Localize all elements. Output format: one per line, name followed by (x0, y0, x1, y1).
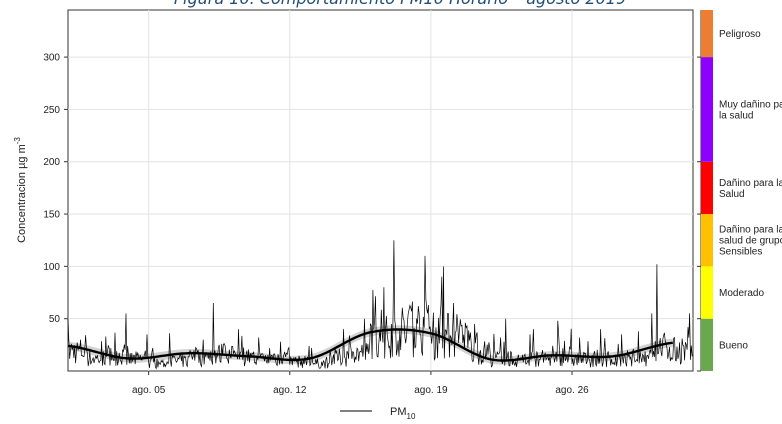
aqi-band-label-line: Sensibles (719, 247, 762, 258)
grid-lines (68, 10, 693, 371)
aqi-band-swatch (701, 57, 713, 162)
aqi-band-swatch (701, 266, 713, 319)
y-axis: 50 100 150 200 250 300 (43, 53, 68, 325)
aqi-band-label-line: salud de grupos (719, 236, 782, 247)
aqi-band-label-line: Muy dañino para (719, 99, 782, 110)
aqi-band-label: Bueno (719, 340, 748, 351)
chart-title: Figura 10. Comportamiento PM10 Horario –… (120, 0, 680, 8)
aqi-band-label-line: Salud (719, 189, 745, 200)
y-tick-label: 300 (43, 53, 60, 64)
x-tick-label: ago. 26 (555, 385, 589, 396)
aqi-band-label-line: Bueno (719, 340, 748, 351)
aqi-band-swatch (701, 10, 713, 58)
x-axis: ago. 05 ago. 12 ago. 19 ago. 26 (132, 371, 589, 396)
y-axis-label-main: Concentracion µg m (16, 144, 28, 243)
legend-label-main: PM (390, 406, 407, 418)
y-tick-label: 150 (43, 210, 60, 221)
y-tick-label: 50 (49, 314, 61, 325)
y-axis-label-sup: -3 (13, 137, 22, 145)
aqi-band-label: Dañino para la Salud (719, 178, 782, 200)
aqi-band-swatch (701, 161, 713, 215)
x-tick-label: ago. 19 (414, 385, 448, 396)
x-tick-label: ago. 05 (132, 385, 166, 396)
aqi-band-label-line: Peligroso (719, 29, 761, 40)
y-tick-label: 200 (43, 157, 60, 168)
aqi-band-label-line: Moderado (719, 288, 764, 299)
legend-label-pm10: PM10 (390, 406, 416, 421)
aqi-band-swatch (701, 214, 713, 267)
aqi-band-label-line: la salud (719, 110, 753, 121)
legend-label-sub: 10 (407, 412, 416, 421)
y-axis-label: Concentracion µg m-3 (13, 137, 28, 243)
y-tick-label: 250 (43, 105, 60, 116)
legend: PM10 (340, 406, 416, 421)
x-tick-label: ago. 12 (273, 385, 307, 396)
aqi-band-swatch (701, 318, 713, 371)
aqi-band-label-line: Dañino para la (719, 178, 782, 189)
y-tick-label: 100 (43, 262, 60, 273)
plot-background (67, 9, 694, 372)
aqi-band-label: Moderado (719, 288, 764, 299)
trend-line (67, 328, 673, 362)
aqi-band-label: Peligroso (719, 29, 761, 40)
aqi-band-label-line: Dañino para la (719, 225, 782, 236)
series-line-pm10 (67, 240, 693, 370)
